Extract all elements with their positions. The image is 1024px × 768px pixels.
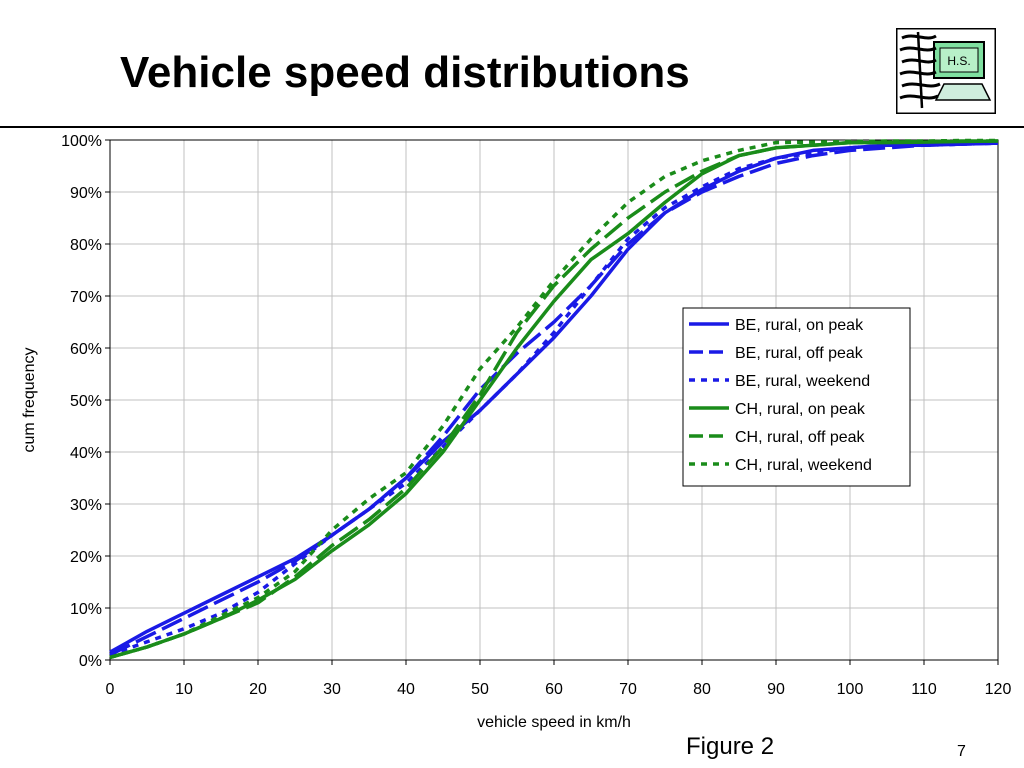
series-line (109, 138, 998, 660)
x-tick-label: 20 (249, 681, 267, 698)
x-tick-label: 50 (471, 681, 489, 698)
x-tick-label: 80 (693, 681, 711, 698)
x-tick-label: 110 (911, 681, 937, 698)
slide-title: Vehicle speed distributions (120, 48, 690, 97)
logo-text: H.S. (947, 54, 970, 68)
chart-legend: BE, rural, on peak BE, rural, off peak BE,… (682, 307, 911, 487)
figure-label: Figure 2 (686, 733, 775, 760)
y-tick-label: 60% (70, 341, 102, 358)
x-tick-label: 100 (837, 681, 864, 698)
y-tick-label: 50% (70, 393, 102, 410)
page-number: 7 (957, 743, 966, 760)
x-tick-label: 60 (545, 681, 563, 698)
y-tick-label: 80% (70, 237, 102, 254)
x-tick-label: 0 (106, 681, 115, 698)
y-axis-label: cum frequency (21, 348, 38, 453)
y-tick-label: 30% (70, 497, 102, 514)
x-tick-label: 40 (397, 681, 415, 698)
title-divider (0, 126, 1024, 128)
legend-label: CH, rural, off peak (735, 429, 866, 446)
y-tick-label: 100% (61, 133, 102, 150)
chart-axes: 0% 10% 20% 30% 40% 50% 60% 70% 80% 90% 100% 0 10 20 30… (61, 133, 1011, 698)
legend-label: BE, rural, weekend (735, 373, 870, 390)
series-line (109, 141, 999, 654)
series-line (109, 141, 999, 657)
x-axis-label: vehicle speed in km/h (477, 714, 631, 731)
y-tick-label: 0% (79, 653, 102, 670)
legend-label: BE, rural, off peak (735, 345, 864, 362)
x-tick-label: 90 (767, 681, 785, 698)
y-tick-label: 10% (70, 601, 102, 618)
speed-distribution-chart: 0% 10% 20% 30% 40% 50% 60% 70% 80% 90% 100% 0 10 20 30… (21, 133, 1011, 731)
legend-box (682, 307, 911, 487)
x-tick-label: 70 (619, 681, 637, 698)
y-tick-label: 70% (70, 289, 102, 306)
x-tick-label: 10 (175, 681, 193, 698)
legend-label: CH, rural, weekend (735, 457, 872, 474)
chart-series (109, 138, 999, 660)
x-tick-label: 120 (985, 681, 1012, 698)
hs-logo: H.S. (896, 28, 996, 114)
legend-label: BE, rural, on peak (735, 317, 864, 334)
y-tick-label: 90% (70, 185, 102, 202)
y-tick-label: 20% (70, 549, 102, 566)
legend-label: CH, rural, on peak (735, 401, 866, 418)
y-tick-label: 40% (70, 445, 102, 462)
series-line (109, 141, 999, 657)
x-tick-label: 30 (323, 681, 341, 698)
